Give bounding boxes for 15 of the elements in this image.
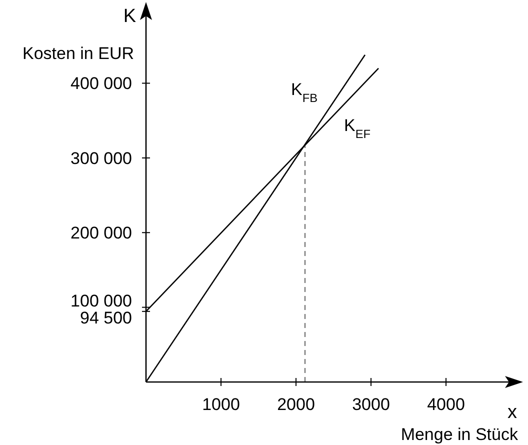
y-tick-label: 200 000 (70, 224, 132, 243)
x-tick-label: 2000 (277, 395, 315, 414)
x-tick-label: 3000 (352, 395, 390, 414)
annotation: K$_{FB}$ (291, 80, 318, 105)
x-axis-title: Menge in Stück (400, 425, 518, 444)
annotation: K$_{EF}$ (344, 116, 371, 141)
y-tick-label: 94 500 (80, 308, 132, 328)
text: K (123, 6, 136, 27)
x-tick-label: 4000 (427, 395, 465, 414)
x-tick-label: 1000 (202, 395, 240, 414)
y-axis-title: Kosten in EUR (22, 44, 134, 63)
y-tick-label: 300 000 (70, 148, 132, 168)
text: x (508, 402, 518, 423)
y-tick-label: 100 000 (70, 291, 132, 310)
y-tick-label: 400 000 (70, 74, 132, 94)
